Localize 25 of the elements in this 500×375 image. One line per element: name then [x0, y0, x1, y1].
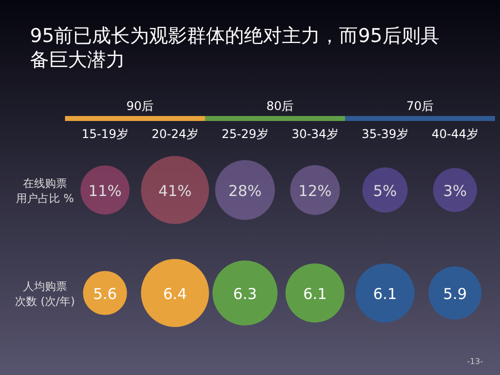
title: 95前已成长为观影群体的绝对主力，而95后则具备巨大潜力 [30, 25, 440, 71]
data-label: 5.6 [93, 285, 117, 303]
text: -13- [467, 357, 484, 366]
row-label: 在线购票用户占比 % [16, 177, 74, 205]
data-label: 6.4 [163, 285, 187, 303]
data-label: 6.1 [303, 285, 327, 303]
text: 80后 [266, 99, 294, 113]
category-label: 25-29岁 [222, 127, 268, 141]
data-label: 5.9 [443, 285, 467, 303]
text: 90后 [126, 99, 154, 113]
category-label: 30-34岁 [292, 127, 338, 141]
data-label: 11% [88, 182, 122, 200]
data-label: 3% [443, 182, 467, 200]
data-label: 28% [228, 182, 262, 200]
category-label: 35-39岁 [362, 127, 408, 141]
data-label: 6.1 [373, 285, 397, 303]
row-label: 人均购票次数 (次/年) [15, 280, 75, 308]
data-label: 5% [373, 182, 397, 200]
data-label: 6.3 [233, 285, 257, 303]
data-label: 41% [158, 182, 192, 200]
data-label: 12% [298, 182, 332, 200]
category-label: 20-24岁 [152, 127, 198, 141]
category-label: 40-44岁 [432, 127, 478, 141]
text: 70后 [406, 99, 434, 113]
category-label: 15-19岁 [82, 127, 128, 141]
